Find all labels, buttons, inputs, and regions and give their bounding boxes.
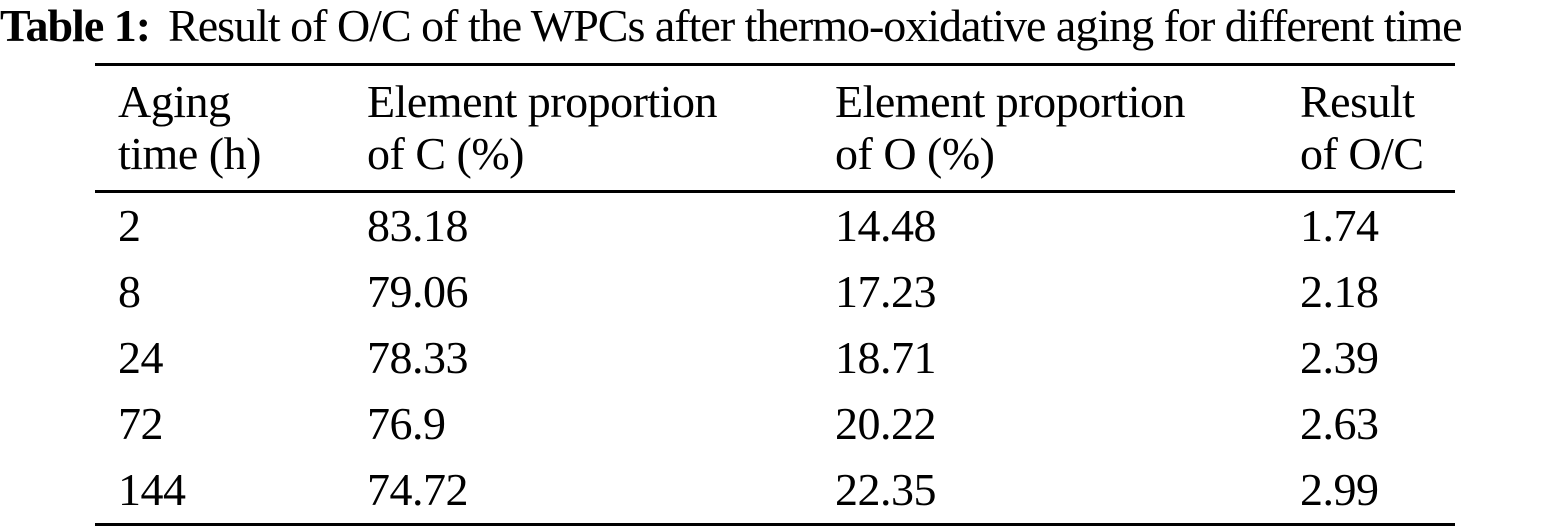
column-header-proportion-c: Element proportion of C (%) bbox=[367, 76, 717, 179]
cell-aging-time: 24 bbox=[118, 332, 164, 383]
cell-aging-time: 72 bbox=[118, 398, 164, 449]
cell-result-oc: 2.99 bbox=[1300, 464, 1379, 515]
cell-result-oc: 2.39 bbox=[1300, 332, 1379, 383]
cell-proportion-c: 74.72 bbox=[367, 464, 469, 515]
cell-proportion-o: 17.23 bbox=[835, 266, 937, 317]
table-body: 2 83.18 14.48 1.74 8 79.06 17.23 2.18 24… bbox=[95, 192, 1455, 525]
table-row: 2 83.18 14.48 1.74 bbox=[95, 192, 1455, 260]
cell-result-oc: 2.63 bbox=[1300, 398, 1379, 449]
cell-proportion-o: 20.22 bbox=[835, 398, 937, 449]
results-table: Aging time (h) Element proportion of C (… bbox=[95, 63, 1455, 526]
table-container: Aging time (h) Element proportion of C (… bbox=[95, 63, 1455, 526]
caption-text: Result of O/C of the WPCs after thermo-o… bbox=[168, 0, 1462, 51]
cell-proportion-c: 79.06 bbox=[367, 266, 469, 317]
cell-proportion-c: 76.9 bbox=[367, 398, 446, 449]
cell-aging-time: 8 bbox=[118, 266, 141, 317]
table-caption: Table 1: Result of O/C of the WPCs after … bbox=[0, 0, 1562, 54]
cell-proportion-o: 18.71 bbox=[835, 332, 937, 383]
table-row: 24 78.33 18.71 2.39 bbox=[95, 325, 1455, 391]
cell-proportion-c: 83.18 bbox=[367, 200, 469, 251]
cell-result-oc: 1.74 bbox=[1300, 200, 1379, 251]
table-row: 72 76.9 20.22 2.63 bbox=[95, 391, 1455, 457]
cell-proportion-o: 14.48 bbox=[835, 200, 937, 251]
column-header-result-oc: Result of O/C bbox=[1300, 76, 1424, 179]
cell-proportion-o: 22.35 bbox=[835, 464, 937, 515]
cell-aging-time: 144 bbox=[118, 464, 186, 515]
column-header-aging-time: Aging time (h) bbox=[118, 76, 261, 179]
table-row: 144 74.72 22.35 2.99 bbox=[95, 457, 1455, 525]
cell-aging-time: 2 bbox=[118, 200, 141, 251]
caption-label: Table 1: bbox=[0, 0, 151, 51]
column-header-proportion-o: Element proportion of O (%) bbox=[835, 76, 1185, 179]
table-header: Aging time (h) Element proportion of C (… bbox=[95, 65, 1455, 192]
table-row: 8 79.06 17.23 2.18 bbox=[95, 259, 1455, 325]
cell-proportion-c: 78.33 bbox=[367, 332, 469, 383]
cell-result-oc: 2.18 bbox=[1300, 266, 1379, 317]
header-row: Aging time (h) Element proportion of C (… bbox=[95, 65, 1455, 192]
